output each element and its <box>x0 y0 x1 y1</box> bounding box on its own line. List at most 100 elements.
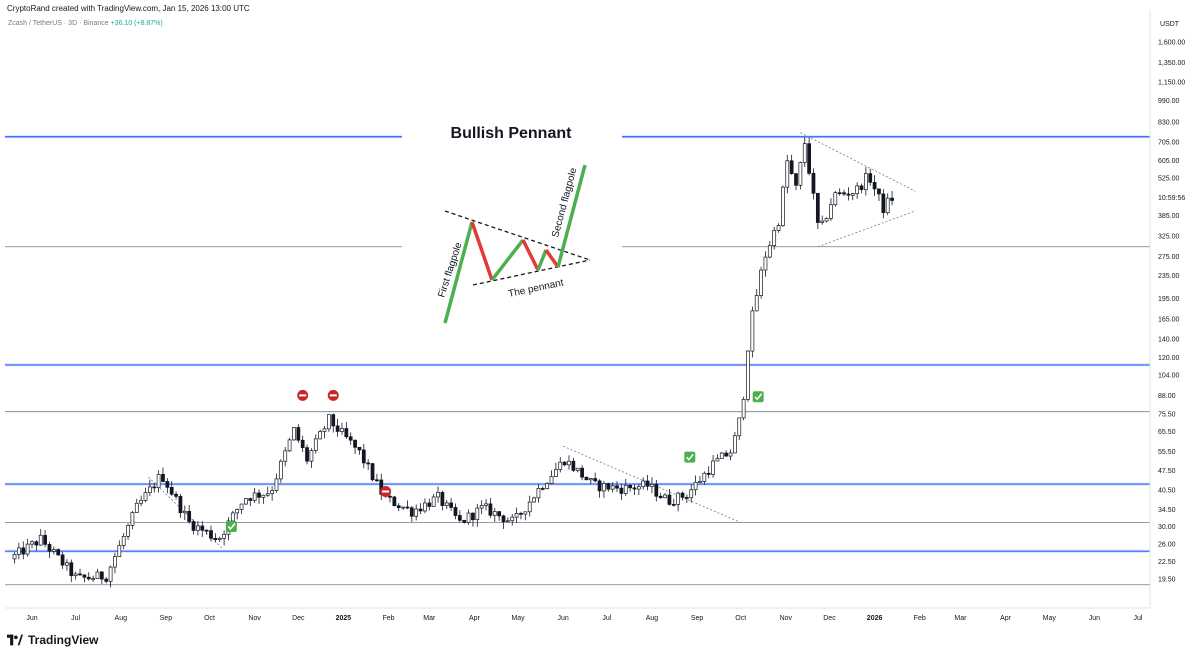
candle-body <box>292 427 296 441</box>
price-tick-label: 88.00 <box>1158 393 1176 400</box>
candle-body <box>322 428 327 432</box>
candle-body <box>475 507 480 520</box>
candle-body <box>536 488 541 499</box>
candle-body <box>204 529 209 532</box>
candle-body <box>252 492 257 501</box>
trendline <box>817 210 916 248</box>
price-tick-label: 34.50 <box>1158 507 1176 514</box>
candle-body <box>309 450 314 462</box>
candle-body <box>257 492 261 498</box>
candle-body <box>501 515 506 523</box>
candle-body <box>881 193 886 213</box>
candle-body <box>169 487 174 495</box>
candle-body <box>663 494 667 499</box>
candle-body <box>126 525 130 537</box>
candle-body <box>877 188 881 195</box>
buy-signal-icon <box>752 391 764 403</box>
candle-body <box>440 491 445 506</box>
candle-body <box>575 467 580 471</box>
candle-body <box>409 507 414 517</box>
candle-body <box>178 496 183 514</box>
candle-body <box>143 492 148 501</box>
candle-body <box>348 436 353 441</box>
candle-body <box>69 562 74 577</box>
candle-body <box>746 350 750 400</box>
time-tick-label: Dec <box>292 615 305 622</box>
candle-body <box>370 463 375 481</box>
sell-signal-bar <box>329 394 337 397</box>
candle-body <box>497 511 502 517</box>
pennant-leg-5 <box>544 248 560 269</box>
candle-body <box>217 538 222 540</box>
candle-body <box>462 519 467 523</box>
candle-body <box>165 481 170 488</box>
trendlines <box>148 132 916 550</box>
sell-signal-bar <box>299 394 307 397</box>
candle-body <box>636 486 641 490</box>
candle-body <box>82 574 87 578</box>
candle-body <box>868 173 873 183</box>
candle-body <box>21 547 26 555</box>
symbol-name: Zcash / TetherUS · 3D · Binance <box>8 20 109 27</box>
price-tick-label: 140.00 <box>1158 336 1180 343</box>
candle-body <box>510 516 515 522</box>
candle-body <box>423 502 427 512</box>
candle-body <box>78 573 82 576</box>
pattern-title: Bullish Pennant <box>451 125 573 142</box>
price-axis[interactable]: USDT 1,600.00 1,350.00 1,150.00 990.00 830.0… <box>1149 10 1185 608</box>
price-tick-label: 47.50 <box>1158 468 1176 475</box>
time-axis[interactable]: Jun Jul Aug Sep Oct Nov Dec 2025 Feb Mar Apr May Jun… <box>5 607 1150 622</box>
candle-body <box>466 512 471 523</box>
candle-body <box>305 447 309 462</box>
candle-body <box>514 512 519 518</box>
candle-body <box>658 495 663 499</box>
price-tick-label: 525.00 <box>1158 175 1180 182</box>
price-tick-label: 195.00 <box>1158 296 1180 303</box>
price-tick-label: 120.00 <box>1158 355 1180 362</box>
time-tick-label: Jul <box>602 615 611 622</box>
candle-body <box>65 562 69 566</box>
candle-body <box>602 483 606 492</box>
candle-body <box>34 541 39 546</box>
candle-body <box>392 496 397 507</box>
price-tick-label: 65.50 <box>1158 429 1176 436</box>
candle-body <box>580 467 584 478</box>
time-tick-label: Nov <box>248 615 261 622</box>
time-tick-label: Feb <box>914 615 926 622</box>
candle-body <box>676 492 681 505</box>
candle-body <box>759 269 763 296</box>
candle-body <box>711 460 715 475</box>
candle-body <box>837 192 842 195</box>
symbol-change: +36.10 (+8.87%) <box>110 20 163 27</box>
candle-body <box>104 578 109 582</box>
time-tick-label: 2025 <box>336 615 352 622</box>
candle-body <box>863 173 868 190</box>
time-tick-label: Aug <box>646 615 659 622</box>
candle-body <box>318 431 323 440</box>
candle-body <box>628 484 632 489</box>
time-tick-label: May <box>511 615 525 622</box>
candle-body <box>855 185 860 195</box>
tradingview-logo-icon <box>7 634 23 646</box>
candle-body <box>654 483 659 497</box>
candle-body <box>444 502 449 506</box>
pennant-upper-line <box>444 210 591 261</box>
candle-body <box>25 543 30 555</box>
candle-body <box>706 472 711 475</box>
candle-body <box>117 545 122 558</box>
pennant-leg-2 <box>490 238 525 282</box>
tradingview-logo: TradingView <box>7 633 98 647</box>
candle-body <box>479 505 484 509</box>
candle-body <box>239 503 244 510</box>
candle-body <box>51 549 56 552</box>
candle-body <box>789 160 794 174</box>
candle-body <box>453 507 458 516</box>
candle-body <box>846 193 851 196</box>
candle-body <box>196 525 200 531</box>
price-tick-label: 104.00 <box>1158 373 1180 380</box>
time-tick-label: Sep <box>160 615 173 622</box>
buy-signal-check <box>227 523 236 531</box>
candle-body <box>278 460 283 480</box>
candle-body <box>650 483 654 487</box>
